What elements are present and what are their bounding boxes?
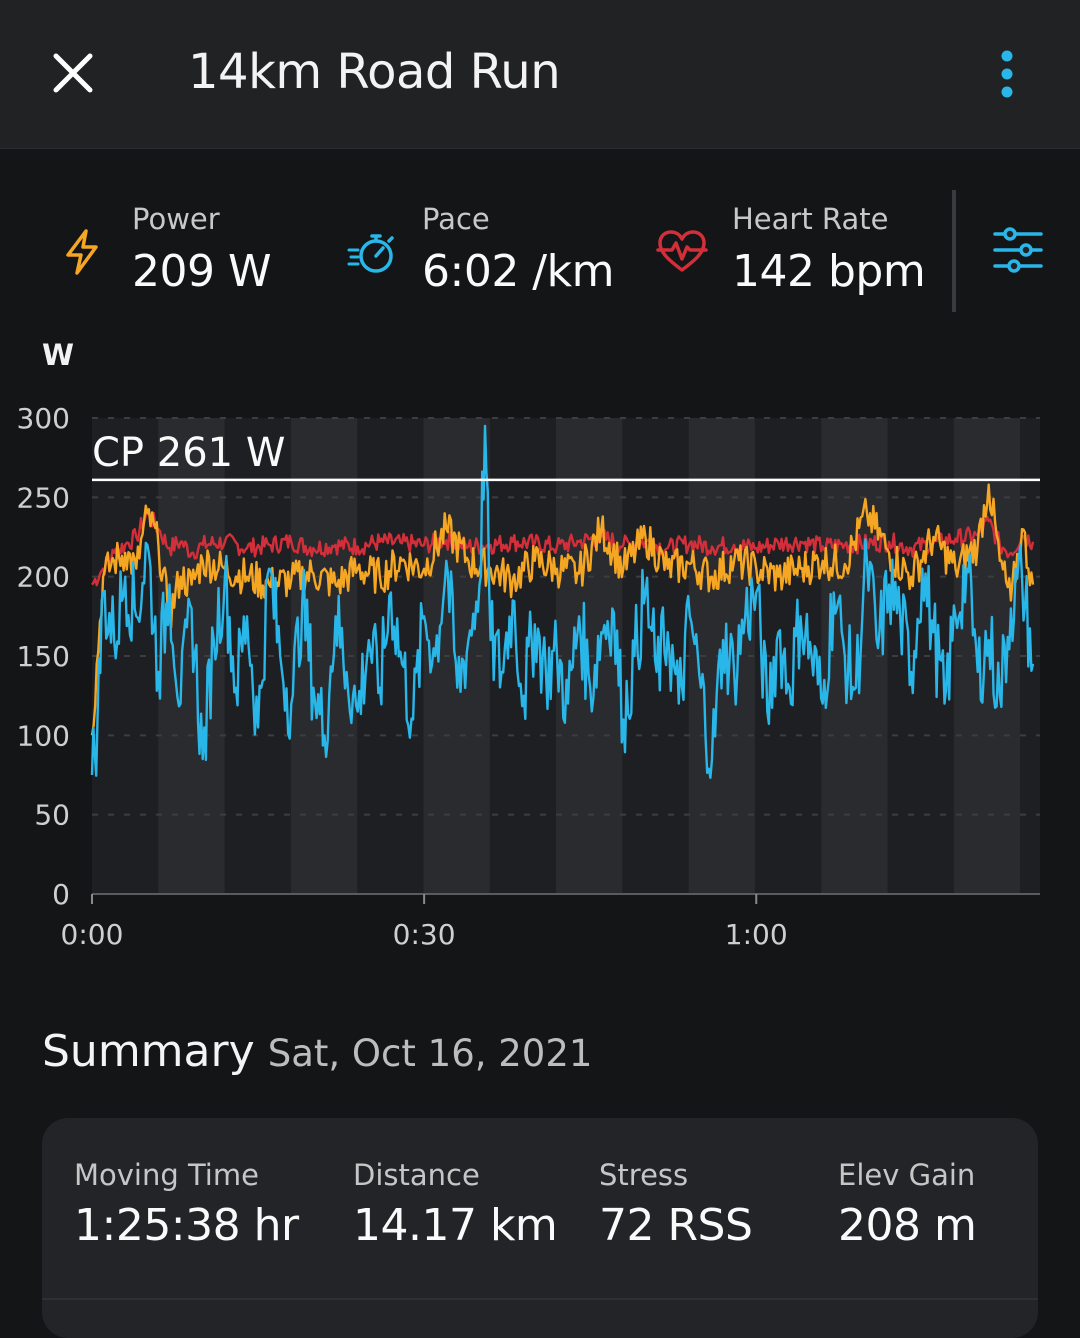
stopwatch-icon xyxy=(347,234,394,273)
x-tick-label: 0:00 xyxy=(61,918,124,951)
power-label: Power xyxy=(132,202,220,236)
chart-settings-button[interactable] xyxy=(990,222,1046,278)
stat-value: 72 RSS xyxy=(599,1200,753,1251)
stat-stress: Stress 72 RSS xyxy=(599,1158,753,1251)
power-chart-svg[interactable]: W 0 50 100 150 200 250 300 0:00 0:30 1:00 CP 261… xyxy=(0,330,1080,970)
stat-label: Distance xyxy=(353,1158,480,1192)
stat-label: Stress xyxy=(599,1158,689,1192)
chart-gridlines xyxy=(92,417,1040,895)
stat-moving-time: Moving Time 1:25:38 hr xyxy=(74,1158,299,1251)
summary-header: Summary Sat, Oct 16, 2021 xyxy=(42,1026,592,1077)
summary-title: Summary xyxy=(42,1026,255,1077)
close-button[interactable] xyxy=(50,50,96,96)
summary-card: Moving Time 1:25:38 hr Distance 14.17 km… xyxy=(42,1118,1038,1338)
power-value: 209 W xyxy=(132,246,271,297)
activity-chart[interactable]: W 0 50 100 150 200 250 300 0:00 0:30 1:00 CP 261… xyxy=(0,330,1080,970)
metrics-divider xyxy=(952,190,956,312)
y-axis-label: W xyxy=(42,338,74,372)
stat-label: Moving Time xyxy=(74,1158,259,1192)
stat-distance: Distance 14.17 km xyxy=(353,1158,558,1251)
heart-rate-label: Heart Rate xyxy=(732,202,889,236)
app-header: 14km Road Run xyxy=(0,0,1080,149)
series-line-2 xyxy=(90,424,1035,779)
heart-rate-icon xyxy=(656,230,708,272)
y-tick-label: 150 xyxy=(17,640,70,673)
more-vertical-icon xyxy=(1001,50,1013,98)
x-tick-label: 0:30 xyxy=(393,918,456,951)
more-options-button[interactable] xyxy=(990,48,1024,100)
stat-label: Elev Gain xyxy=(838,1158,976,1192)
y-tick-label: 250 xyxy=(17,481,70,514)
stat-elev-gain: Elev Gain 208 m xyxy=(838,1158,977,1251)
heart-rate-value: 142 bpm xyxy=(732,246,926,297)
series-line-1 xyxy=(90,483,1035,736)
stat-value: 208 m xyxy=(838,1200,977,1251)
sliders-icon xyxy=(993,227,1043,273)
summary-date: Sat, Oct 16, 2021 xyxy=(267,1032,593,1075)
pace-label: Pace xyxy=(422,202,490,236)
stat-value: 1:25:38 hr xyxy=(74,1200,299,1251)
y-tick-label: 300 xyxy=(17,402,70,435)
page-title: 14km Road Run xyxy=(188,44,561,100)
y-tick-label: 100 xyxy=(17,719,70,752)
y-tick-label: 50 xyxy=(34,799,70,832)
cp-label: CP 261 W xyxy=(92,430,285,476)
card-divider xyxy=(42,1298,1038,1300)
y-tick-label: 200 xyxy=(17,561,70,594)
close-icon xyxy=(53,53,93,93)
x-tick-label: 1:00 xyxy=(725,918,788,951)
pace-value: 6:02 /km xyxy=(422,246,614,297)
lightning-bolt-icon xyxy=(66,229,98,275)
series-line-0 xyxy=(91,511,1035,587)
stat-value: 14.17 km xyxy=(353,1200,558,1251)
y-tick-label: 0 xyxy=(52,878,70,911)
